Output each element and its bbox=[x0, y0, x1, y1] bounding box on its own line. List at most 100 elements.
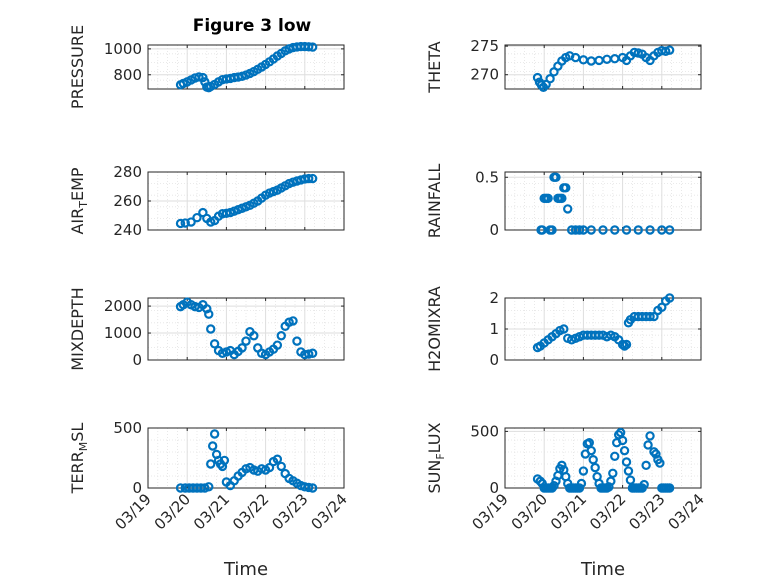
axes-7-xtick-label: 03/22 bbox=[586, 490, 629, 533]
axes-6-box bbox=[147, 427, 345, 489]
axes-7-point bbox=[655, 458, 665, 468]
axes-7-point bbox=[608, 468, 618, 478]
axes-7-point bbox=[584, 438, 594, 448]
axes-1-ytick-label: 270 bbox=[470, 66, 499, 84]
axes-3-point bbox=[557, 193, 567, 204]
axes-1-point bbox=[532, 72, 543, 83]
axes-1-point bbox=[570, 52, 581, 63]
axes-7-point bbox=[617, 435, 628, 446]
axes-2-point bbox=[192, 212, 202, 223]
axes-7-point bbox=[557, 460, 567, 471]
axes-0-point bbox=[307, 42, 318, 52]
axes-7-ytick-label: 500 bbox=[470, 422, 499, 440]
axes-7-point bbox=[639, 479, 649, 490]
axes-6-point bbox=[206, 459, 216, 469]
axes-4-point bbox=[304, 349, 314, 359]
axes-1-ytick-label: 275 bbox=[470, 37, 499, 55]
axes-5-ytick-label: 0 bbox=[489, 351, 499, 369]
axes-7-point bbox=[645, 431, 655, 441]
axes-6-xtick-label: 03/21 bbox=[190, 490, 233, 533]
axes-4-point bbox=[237, 343, 247, 353]
axes-3-point bbox=[610, 225, 620, 235]
axes-7-point bbox=[623, 466, 634, 476]
axes-0-point bbox=[194, 72, 204, 82]
axes-0-ylabel: PRESSURE bbox=[68, 25, 87, 109]
axes-1-box bbox=[504, 44, 702, 90]
axes-5-ytick-label: 2 bbox=[489, 289, 499, 307]
axes-7-point bbox=[606, 476, 616, 486]
axes-5-point bbox=[657, 302, 667, 312]
axes-0-ytick-label: 800 bbox=[113, 66, 142, 84]
axes-3-point bbox=[664, 225, 675, 235]
axes-0-point bbox=[233, 72, 243, 82]
axes-7-point bbox=[590, 462, 600, 473]
axes-6-xtick-label: 03/24 bbox=[308, 490, 351, 533]
axes-5-point bbox=[559, 324, 569, 334]
axes-6-xtick-label: 03/22 bbox=[229, 490, 272, 533]
axes-4-point bbox=[272, 340, 283, 350]
axes-6-point bbox=[207, 441, 218, 451]
axes-4-ytick-label: 2000 bbox=[104, 297, 142, 315]
axes-6-xtick-label: 03/20 bbox=[151, 490, 194, 533]
axes-6-point bbox=[175, 483, 186, 493]
axes-4-point bbox=[276, 331, 286, 341]
axes-0-point bbox=[304, 42, 314, 52]
axes-5-point bbox=[664, 293, 675, 303]
axes-4-box bbox=[147, 297, 345, 361]
axes-6-point bbox=[304, 482, 314, 493]
axes-1-ylabel: THETA bbox=[425, 41, 444, 93]
axes-3-point bbox=[561, 183, 571, 193]
axes-2-point bbox=[186, 217, 196, 227]
axes-1-point bbox=[545, 74, 555, 84]
axes-3-ytick-label: 0 bbox=[489, 221, 499, 239]
axes-2-ytick-label: 240 bbox=[113, 221, 142, 239]
axes-4-point bbox=[292, 336, 302, 346]
axes-3-frame bbox=[504, 171, 702, 231]
axes-2-point bbox=[221, 208, 232, 219]
axes-7-point bbox=[664, 483, 675, 493]
axes-6-point bbox=[307, 483, 318, 493]
axes-7-xtick-label: 03/23 bbox=[625, 490, 668, 533]
axes-5-ytick-label: 1 bbox=[489, 320, 499, 338]
axes-6-point bbox=[219, 455, 230, 466]
axes-7-point bbox=[621, 457, 632, 467]
axes-7-xtick-label: 03/21 bbox=[547, 490, 590, 533]
axes-6-ytick-label: 500 bbox=[113, 419, 142, 437]
figure-title: Figure 3 low bbox=[193, 16, 312, 36]
grid-layer bbox=[147, 44, 702, 489]
axes-2-ytick-label: 260 bbox=[113, 192, 142, 210]
marks-layer bbox=[175, 41, 675, 493]
axes-0-box bbox=[147, 44, 345, 90]
axes-3-box bbox=[504, 171, 702, 231]
axes-3-point bbox=[586, 225, 596, 235]
axes-6-xtick-label: 03/23 bbox=[268, 490, 311, 533]
axes-2-ytick-label: 280 bbox=[113, 163, 142, 181]
axes-2-point bbox=[180, 218, 190, 228]
axes-3-point bbox=[633, 225, 643, 235]
axes-3-point bbox=[621, 225, 632, 235]
axes-4-ylabel: MIXDEPTH bbox=[68, 287, 87, 370]
axes-4-point bbox=[307, 348, 318, 358]
axes-6-ytick-label: 0 bbox=[132, 479, 142, 497]
axes-6-point bbox=[276, 461, 286, 472]
axes-2-ylabel: AIRTEMP bbox=[68, 167, 90, 234]
axes-7-xlabel: Time bbox=[580, 559, 625, 580]
axes-3-ylabel: RAINFALL bbox=[425, 164, 444, 239]
axes-4-point bbox=[241, 336, 251, 346]
axes-4-point bbox=[206, 324, 216, 334]
axes-3-point bbox=[563, 204, 573, 214]
axes-4-point bbox=[204, 309, 214, 319]
axes-7-point bbox=[641, 460, 651, 471]
axes-7-point bbox=[586, 445, 596, 456]
axes-6-ylabel: TERRMSL bbox=[68, 423, 90, 495]
axes-4-ytick-label: 0 bbox=[132, 351, 142, 369]
axes-7-xtick-label: 03/20 bbox=[508, 490, 551, 533]
axes-3-point bbox=[574, 225, 585, 235]
axes-3-point bbox=[598, 225, 608, 235]
axes-5-point bbox=[649, 311, 659, 322]
axes-7-ylabel: SUNFLUX bbox=[425, 422, 447, 493]
axes-3-ytick-label: 0.5 bbox=[475, 168, 499, 186]
axes-7-xtick-label: 03/24 bbox=[665, 490, 708, 533]
axes-3-point bbox=[547, 225, 557, 235]
